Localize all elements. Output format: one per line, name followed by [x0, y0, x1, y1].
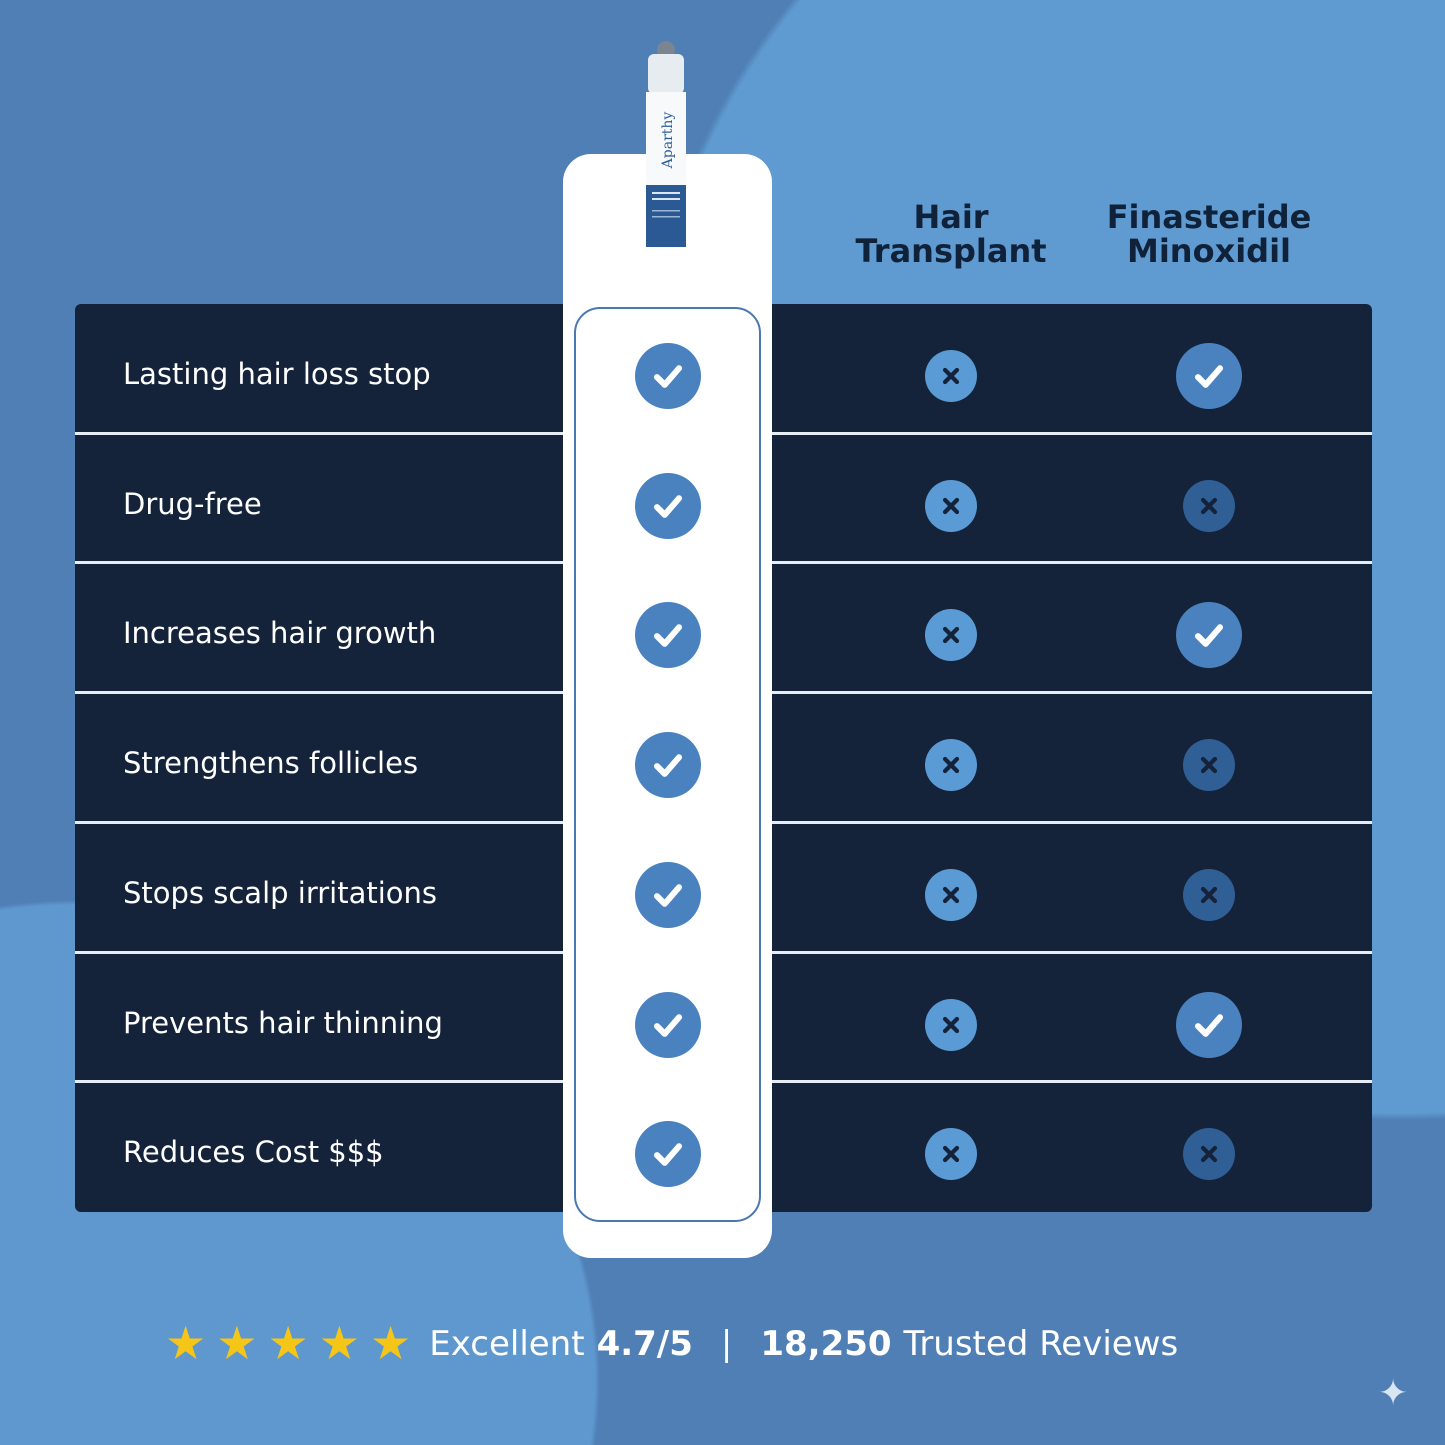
rating-separator: | [720, 1324, 733, 1364]
cross-icon [925, 479, 977, 532]
table-row: Stops scalp irritations [75, 823, 1372, 951]
review-count-label: Trusted Reviews [903, 1324, 1179, 1364]
cross-icon [925, 1128, 977, 1181]
feature-label: Prevents hair thinning [123, 1005, 443, 1040]
check-icon [635, 861, 701, 928]
rating-label: Excellent [429, 1324, 585, 1364]
check-icon [635, 732, 701, 799]
header-line: Finasteride [1106, 198, 1312, 236]
star-rating: ★ ★ ★ ★ ★ [165, 1320, 421, 1368]
cross-icon [925, 868, 977, 921]
rating-score: 4.7/5 [596, 1324, 693, 1364]
cross-icon [1183, 1128, 1235, 1181]
table-row: Prevents hair thinning [75, 953, 1372, 1081]
check-icon [635, 602, 701, 669]
header-line: Transplant [855, 232, 1047, 270]
table-row: Strengthens follicles [75, 693, 1372, 821]
feature-label: Lasting hair loss stop [123, 357, 431, 391]
star-icon: ★ [370, 1316, 412, 1370]
check-icon [635, 1121, 701, 1188]
cross-icon [925, 998, 977, 1051]
header-finasteride-minoxidil: Finasteride Minoxidil [1079, 200, 1339, 268]
header-hair-transplant: Hair Transplant [821, 200, 1081, 268]
feature-label: Drug-free [123, 486, 262, 521]
check-icon [1176, 602, 1242, 669]
header-line: Minoxidil [1126, 232, 1292, 270]
product-column [563, 154, 772, 1258]
rating-bar: ★ ★ ★ ★ ★ Excellent 4.7/5 | 18,250 Trusted R… [165, 1316, 1305, 1372]
table-row: Reduces Cost $$$ [75, 1082, 1372, 1210]
cross-icon [925, 609, 977, 662]
table-row: Drug-free [75, 434, 1372, 562]
check-icon [635, 472, 701, 539]
star-icon: ★ [267, 1316, 309, 1370]
sparkle-icon: ✦ [1378, 1373, 1409, 1414]
star-icon: ★ [216, 1316, 258, 1370]
review-count: 18,250 [760, 1324, 892, 1364]
cross-icon [1183, 868, 1235, 921]
product-column-outline [574, 307, 761, 1222]
cross-icon [925, 350, 977, 402]
check-icon [1176, 343, 1242, 409]
check-icon [635, 991, 701, 1058]
product-brand: Aparthy [660, 112, 676, 170]
cross-icon [1183, 479, 1235, 532]
header-line: Hair [913, 198, 989, 236]
product-bottle-image: Aparthy [646, 41, 686, 247]
check-icon [1176, 991, 1242, 1058]
cross-icon [1183, 739, 1235, 792]
cross-icon [925, 739, 977, 792]
table-row: Increases hair growth [75, 563, 1372, 691]
check-icon [635, 343, 701, 409]
star-icon: ★ [165, 1316, 207, 1370]
feature-label: Reduces Cost $$$ [123, 1135, 384, 1170]
feature-label: Increases hair growth [123, 616, 437, 651]
table-row: Lasting hair loss stop [75, 304, 1372, 432]
star-icon: ★ [318, 1316, 360, 1370]
feature-label: Stops scalp irritations [123, 875, 438, 910]
feature-label: Strengthens follicles [123, 746, 419, 781]
